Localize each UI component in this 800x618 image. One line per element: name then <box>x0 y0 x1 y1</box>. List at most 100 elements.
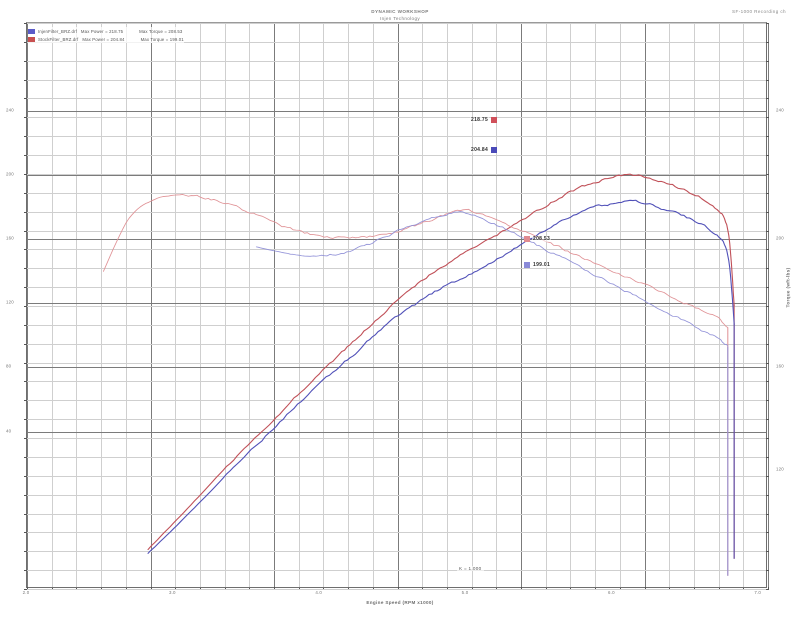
y-axis-tick-minor <box>24 117 27 119</box>
y-axis-tick-minor <box>24 400 27 402</box>
gridline-vertical-minor <box>224 23 226 587</box>
peak-value-label: 204.84 <box>470 147 490 153</box>
peak-torque-injen: 208.53 <box>522 236 552 242</box>
y-axis-tick-minor-right <box>766 192 769 194</box>
y-axis-tick-minor-right <box>766 249 769 251</box>
y-axis-tick-minor-right <box>766 230 769 232</box>
y-axis-tick-minor-right <box>766 570 769 572</box>
y-axis-tick-minor-right <box>766 23 769 24</box>
y-axis-tick-minor <box>24 287 27 289</box>
y-axis-tick-minor <box>24 438 27 440</box>
gridline-horizontal-minor <box>27 494 766 496</box>
y-axis-tick-minor <box>24 362 27 364</box>
gridline-vertical-minor <box>743 23 745 587</box>
gridline-vertical-minor <box>718 23 720 587</box>
gridline-vertical-minor <box>496 23 498 587</box>
y-axis-tick-minor <box>24 456 27 458</box>
chart-header-title: DYNAMIC WORKSHOP <box>371 9 429 14</box>
x-axis-tick-label: 7.0 <box>754 590 762 595</box>
y-axis-tick-minor-right <box>766 494 769 496</box>
gridline-horizontal-minor <box>27 362 766 364</box>
y-axis-left-tick-label: 80 <box>6 363 12 369</box>
y-axis-left-tick-label: 160 <box>6 235 14 241</box>
chart-header-right-text: SF-1000 Recording ch <box>732 9 786 14</box>
peak-marker-icon <box>524 236 530 242</box>
y-axis-tick-minor-right <box>766 136 769 138</box>
curve-torque <box>103 194 729 328</box>
y-axis-tick-minor <box>24 155 27 157</box>
peak-value-label: 199.01 <box>532 262 552 268</box>
gridline-vertical-minor <box>545 23 547 587</box>
y-axis-tick-minor-right <box>766 79 769 81</box>
gridline-horizontal-minor <box>27 419 766 421</box>
gridline-vertical <box>397 23 399 587</box>
y-axis-tick-minor <box>24 551 27 553</box>
gridline-horizontal-minor <box>27 513 766 515</box>
y-axis-tick-minor <box>24 589 27 590</box>
gridline-horizontal-minor <box>27 532 766 534</box>
legend-power-label: Max Power = 204.84 <box>82 36 125 42</box>
y-axis-right-tick-label: 240 <box>776 107 784 113</box>
gridline-vertical-minor <box>595 23 597 587</box>
gridline-horizontal-minor <box>27 475 766 477</box>
gridline-vertical-minor <box>51 23 53 587</box>
y-axis-tick-minor <box>24 79 27 81</box>
gridline-vertical-minor <box>446 23 448 587</box>
gridline-horizontal-minor <box>27 287 766 289</box>
y-axis-tick-minor <box>24 173 27 175</box>
y-axis-right-tick-label: 120 <box>776 466 784 472</box>
plot-area <box>24 22 769 590</box>
y-axis-tick-minor-right <box>766 306 769 307</box>
peak-marker-icon <box>491 117 498 123</box>
peak-power-stock: 204.84 <box>470 147 499 153</box>
gridline-vertical-minor <box>693 23 695 587</box>
gridline-horizontal <box>27 239 766 241</box>
chart-header-subtitle: Injen Technology <box>380 16 420 21</box>
legend-run-label: StockFilter_BRZ.drf <box>38 36 79 42</box>
x-axis-tick-label: 6.0 <box>608 590 615 595</box>
gridline-vertical-minor <box>298 23 300 587</box>
y-axis-left-tick-label: 40 <box>6 428 12 434</box>
gridline-vertical-minor <box>101 23 103 587</box>
legend-torque-label: Max Torque = 208.53 <box>139 28 183 34</box>
y-axis-tick-minor-right <box>766 287 769 289</box>
gridline-vertical <box>521 23 522 587</box>
y-axis-tick-minor-right <box>766 551 769 553</box>
y-axis-tick-minor <box>24 60 27 62</box>
gridline-vertical-minor <box>372 23 374 587</box>
x-axis-tick-label: 2.0 <box>22 590 30 595</box>
gridline-horizontal-minor <box>27 381 766 383</box>
gridline-vertical <box>768 23 769 587</box>
curve-torque <box>255 211 729 346</box>
y-axis-left-tick-label: 120 <box>6 299 14 305</box>
gridline-vertical-minor <box>348 23 350 587</box>
y-axis-tick-minor <box>24 475 27 477</box>
x-axis-tick-label: 5.0 <box>461 590 469 595</box>
gridline-horizontal-minor <box>27 98 766 100</box>
peak-marker-icon <box>491 147 498 153</box>
correction-factor-label: K = 1.000 <box>457 566 484 571</box>
y-axis-tick-minor <box>24 343 27 345</box>
y-axis-tick-minor <box>24 381 27 383</box>
gridline-horizontal-minor <box>27 211 766 213</box>
y-axis-tick-minor <box>24 249 27 251</box>
y-axis-tick-minor-right <box>766 362 769 364</box>
gridline-horizontal-minor <box>27 192 766 194</box>
y-axis-tick-minor-right <box>766 589 769 590</box>
y-axis-tick-minor-right <box>766 532 769 534</box>
gridline-horizontal-minor <box>27 117 766 119</box>
curve-power <box>147 173 735 551</box>
gridline-horizontal-minor <box>27 173 766 175</box>
y-axis-tick-minor <box>24 230 27 232</box>
gridline-horizontal-minor <box>27 41 766 43</box>
y-axis-tick-minor-right <box>766 60 769 62</box>
curve-power <box>147 199 735 554</box>
y-axis-tick-minor <box>24 136 27 138</box>
gridline-horizontal-minor <box>27 570 766 572</box>
y-axis-tick-minor-right <box>766 117 769 119</box>
gridline-horizontal-minor <box>27 23 766 24</box>
y-axis-tick-minor-right <box>766 419 769 421</box>
gridline-vertical <box>27 23 28 587</box>
y-axis-tick-minor-right <box>766 456 769 458</box>
